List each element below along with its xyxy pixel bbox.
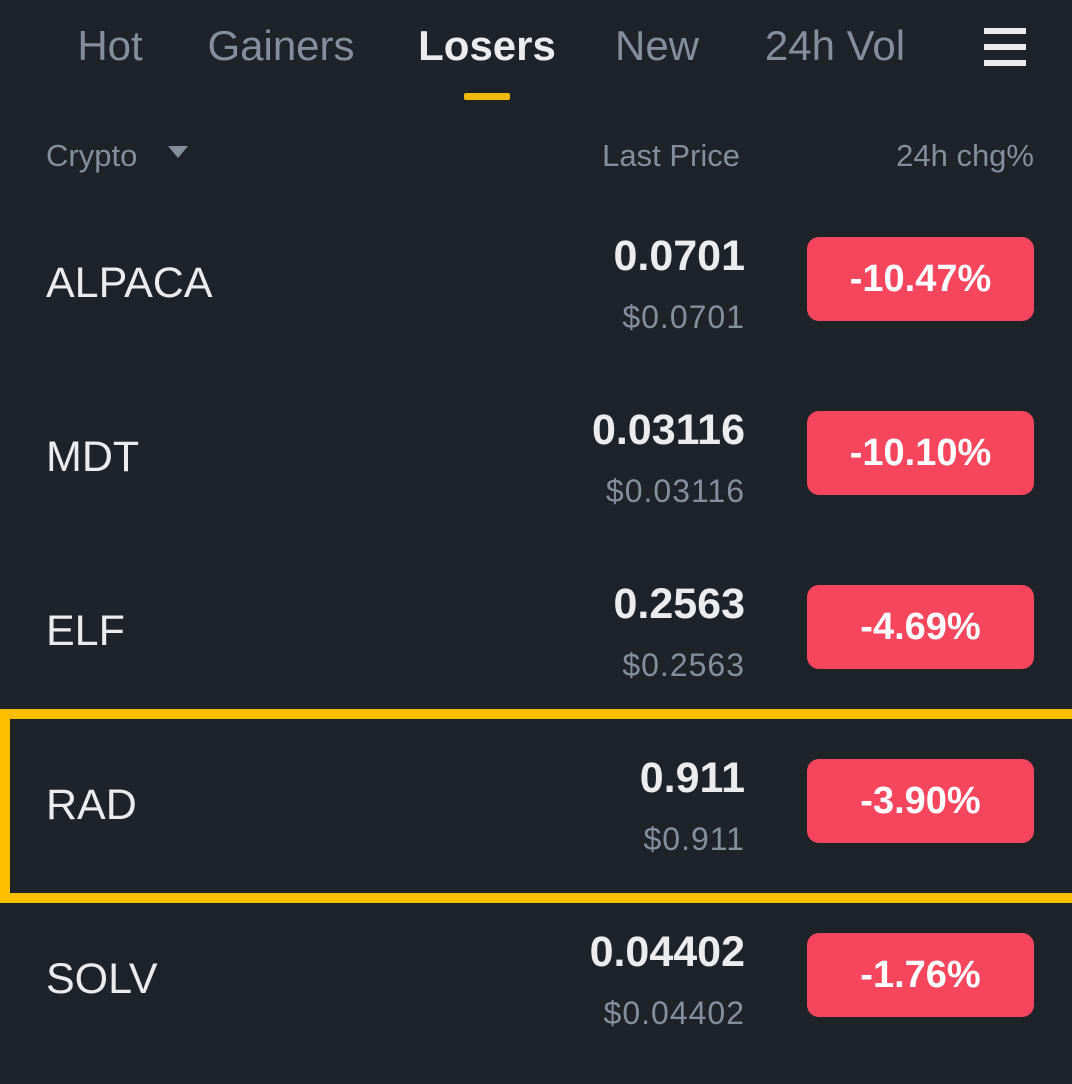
usd-price[interactable]: $0.04402 xyxy=(603,995,745,1031)
crypto-name[interactable]: ELF xyxy=(46,607,125,655)
change-badge[interactable]: -3.90% xyxy=(807,759,1034,843)
crypto-column-header[interactable]: Crypto xyxy=(46,138,138,173)
change-badge[interactable]: -1.76% xyxy=(807,933,1034,1017)
last-price-column-header[interactable]: Last Price xyxy=(602,138,740,173)
usd-price[interactable]: $0.911 xyxy=(643,821,745,857)
tab[interactable]: New xyxy=(614,22,700,69)
crypto-name[interactable]: ALPACA xyxy=(46,259,213,307)
tab[interactable]: Gainers xyxy=(207,22,355,69)
highlight-box xyxy=(0,709,1072,903)
last-price[interactable]: 0.03116 xyxy=(591,406,745,454)
change-badge[interactable]: -10.47% xyxy=(807,237,1034,321)
usd-price[interactable]: $0.03116 xyxy=(605,473,745,509)
active-tab-indicator xyxy=(464,93,510,100)
last-price[interactable]: 0.0701 xyxy=(613,232,745,280)
change-badge[interactable]: -10.10% xyxy=(807,411,1034,495)
last-price[interactable]: 0.911 xyxy=(639,754,745,802)
sort-icon xyxy=(168,146,188,158)
last-price[interactable]: 0.04402 xyxy=(589,928,745,976)
crypto-name[interactable]: MDT xyxy=(46,433,140,481)
tab[interactable]: 24h Vol xyxy=(764,22,906,69)
tab[interactable]: Losers xyxy=(418,22,556,69)
usd-price[interactable]: $0.0701 xyxy=(622,299,745,335)
tab[interactable]: Hot xyxy=(77,22,143,69)
crypto-name[interactable]: SOLV xyxy=(46,955,158,1003)
last-price[interactable]: 0.2563 xyxy=(613,580,745,628)
crypto-name[interactable]: RAD xyxy=(46,781,137,829)
menu-icon[interactable] xyxy=(984,28,1026,68)
change-column-header[interactable]: 24h chg% xyxy=(896,138,1034,173)
usd-price[interactable]: $0.2563 xyxy=(622,647,745,683)
change-badge[interactable]: -4.69% xyxy=(807,585,1034,669)
